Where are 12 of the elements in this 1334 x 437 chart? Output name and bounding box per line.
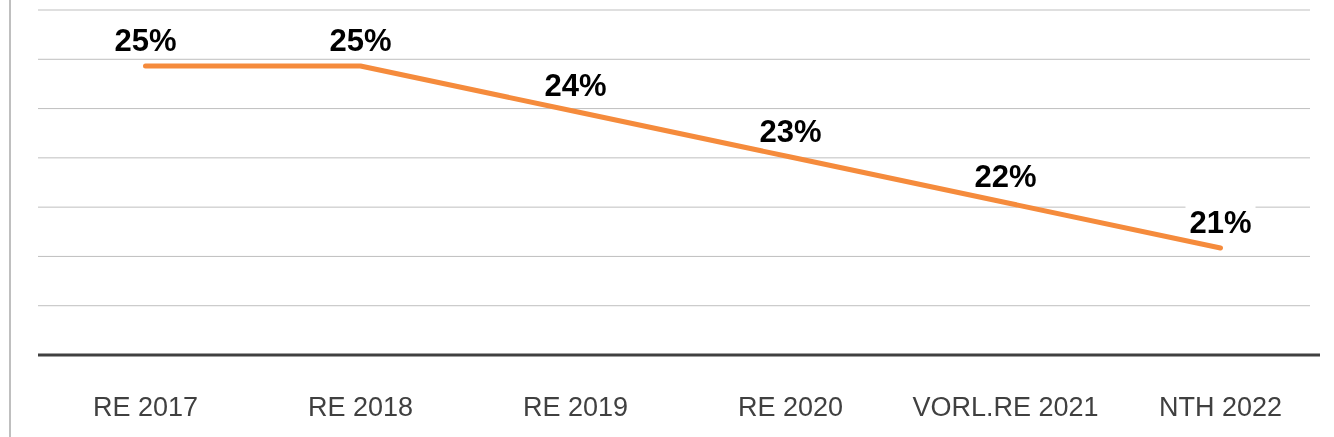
x-tick-label: RE 2018 <box>307 392 414 422</box>
data-label: 25% <box>329 22 392 58</box>
data-label: 22% <box>974 159 1037 194</box>
x-tick-label: NTH 2022 <box>1158 392 1283 422</box>
x-tick-label: RE 2020 <box>737 392 844 422</box>
data-label: 23% <box>759 113 822 149</box>
x-tick-label: VORL.RE 2021 <box>912 392 1099 422</box>
data-label: 24% <box>544 68 607 103</box>
x-tick-label: RE 2017 <box>92 392 199 422</box>
data-label: 21% <box>1189 204 1252 240</box>
data-label: 25% <box>114 22 177 58</box>
x-tick-label: RE 2019 <box>522 392 629 422</box>
